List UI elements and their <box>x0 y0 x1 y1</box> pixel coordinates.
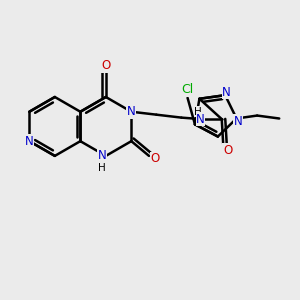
Text: N: N <box>234 115 242 128</box>
Text: Cl: Cl <box>182 83 194 96</box>
Text: N: N <box>98 149 107 162</box>
Text: O: O <box>101 59 110 72</box>
Text: N: N <box>196 112 205 126</box>
Text: H: H <box>194 107 202 117</box>
Text: H: H <box>98 163 106 173</box>
Text: O: O <box>223 144 232 157</box>
Text: N: N <box>25 135 34 148</box>
Text: O: O <box>151 152 160 165</box>
Text: N: N <box>127 105 136 118</box>
Text: N: N <box>222 86 231 99</box>
